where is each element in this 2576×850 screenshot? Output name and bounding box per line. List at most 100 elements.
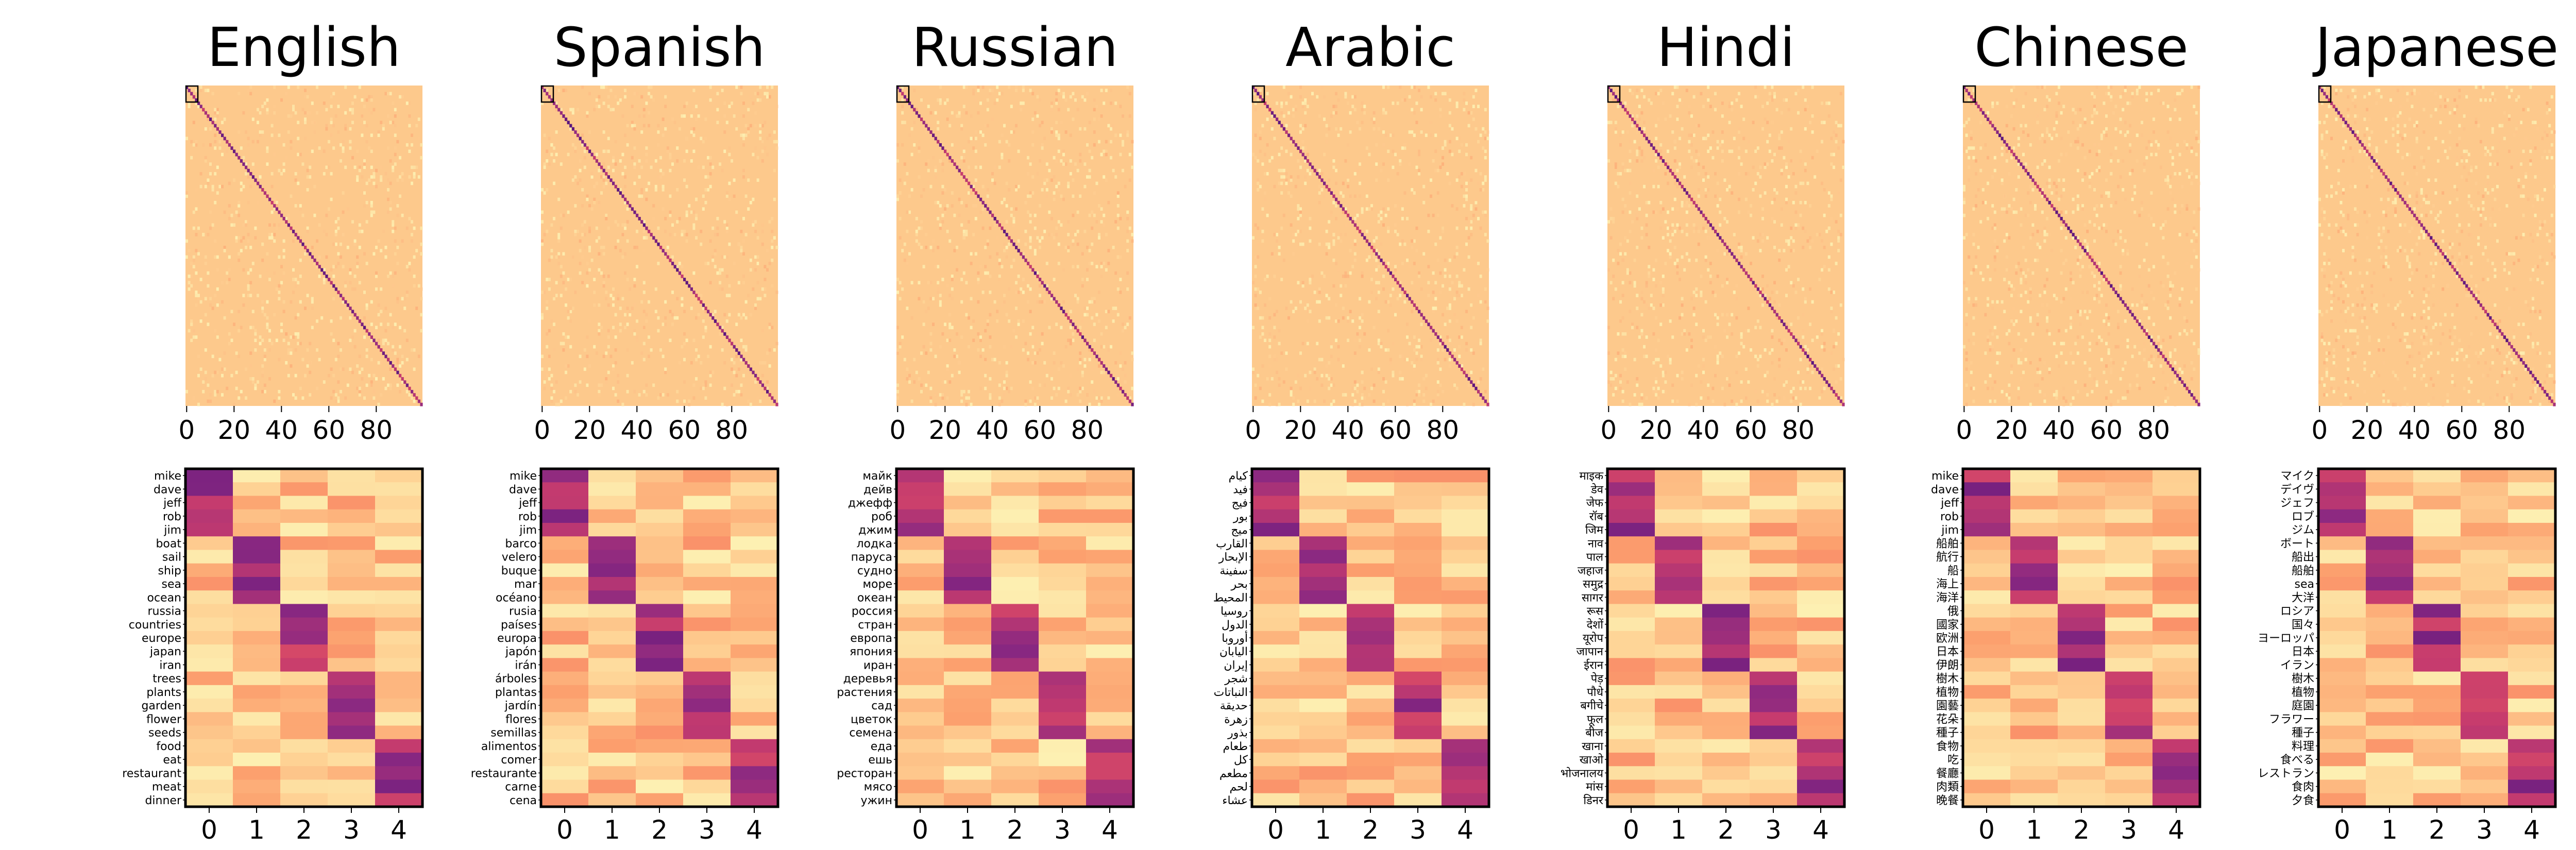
- word-label: flores: [505, 713, 537, 726]
- heatmap-cell: [2153, 617, 2200, 632]
- heatmap-cell: [944, 563, 992, 577]
- heatmap-cell: [280, 725, 328, 740]
- heatmap-cell: [2413, 563, 2461, 577]
- heatmap-cell: [896, 658, 944, 672]
- heatmap-cell: [1655, 482, 1703, 496]
- word-label: деревья: [843, 673, 892, 686]
- heatmap-cell: [1252, 658, 1300, 672]
- word-label: 国々: [2292, 619, 2314, 632]
- heatmap-cell: [588, 617, 636, 632]
- heatmap-cell: [233, 496, 281, 510]
- word-label: كيام: [1229, 470, 1248, 483]
- heatmap-cell: [1252, 699, 1300, 712]
- heatmap-cell: [280, 644, 328, 658]
- heatmap-cell: [2153, 793, 2200, 807]
- heatmap-cell: [1394, 563, 1442, 577]
- heatmap-cell: [2508, 699, 2556, 712]
- word-label: सागर: [1582, 591, 1604, 604]
- word-label: 船: [1947, 565, 1959, 577]
- word-label: rob: [1940, 511, 1959, 523]
- word-label: 樹木: [2292, 673, 2314, 686]
- x-tick-label: 40: [620, 415, 653, 445]
- word-label: еда: [871, 740, 892, 753]
- heatmap-cell: [1750, 482, 1798, 496]
- x-tick-label: 3: [699, 815, 715, 845]
- heatmap-cell: [1086, 644, 1134, 658]
- word-label: 餐廳: [1936, 767, 1959, 780]
- word-label: ocean: [147, 591, 181, 604]
- heatmap-cell: [1039, 753, 1087, 767]
- heatmap-cell: [2105, 793, 2153, 807]
- heatmap-cell: [2413, 644, 2461, 658]
- word-label: barco: [505, 537, 537, 550]
- heatmap-cell: [2010, 739, 2058, 753]
- word-label: रॉब: [1589, 510, 1604, 523]
- word-label: 料理: [2292, 740, 2314, 753]
- heatmap-cell: [2413, 712, 2461, 726]
- heatmap-cell: [2010, 509, 2058, 523]
- heatmap-cell: [375, 469, 423, 483]
- heatmap-cell: [2105, 631, 2153, 645]
- heatmap-cell: [375, 793, 423, 807]
- heatmap-cell: [1607, 509, 1655, 523]
- heatmap-cell: [636, 671, 684, 686]
- heatmap-cell: [185, 725, 233, 740]
- heatmap-cell: [1252, 766, 1300, 780]
- heatmap-cell: [541, 739, 589, 753]
- heatmap-cell: [588, 604, 636, 618]
- heatmap-cell: [2461, 604, 2509, 618]
- heatmap-cell: [185, 590, 233, 604]
- heatmap-cell: [1963, 563, 2011, 577]
- heatmap-cell: [185, 469, 233, 483]
- x-tick-label: 20: [1995, 415, 2028, 445]
- heatmap-cell: [2105, 509, 2153, 523]
- x-tick-label: 20: [2350, 415, 2383, 445]
- heatmap-cell: [1655, 685, 1703, 699]
- heatmap-cell: [2318, 522, 2366, 537]
- heatmap-cell: [1797, 482, 1845, 496]
- word-label: flower: [146, 713, 182, 726]
- heatmap-cell: [683, 739, 731, 753]
- heatmap-cell: [2153, 712, 2200, 726]
- heatmap-cell: [1394, 671, 1442, 686]
- heatmap-cell: [683, 590, 731, 604]
- heatmap-cell: [1252, 753, 1300, 767]
- heatmap-cell: [2058, 658, 2106, 672]
- heatmap-cell: [588, 590, 636, 604]
- heatmap-cell: [280, 779, 328, 794]
- heatmap-cell: [2153, 766, 2200, 780]
- heatmap-cell: [2461, 739, 2509, 753]
- x-tick-label: 40: [2042, 415, 2075, 445]
- panel-title: Japanese: [2312, 16, 2558, 79]
- heatmap-cell: [2461, 509, 2509, 523]
- heatmap-cell: [2058, 550, 2106, 564]
- heatmap-cell: [1086, 469, 1134, 483]
- heatmap-cell: [1797, 604, 1845, 618]
- word-label: europa: [497, 632, 537, 645]
- heatmap-cell: [1299, 753, 1347, 767]
- heatmap-cell: [1299, 685, 1347, 699]
- heatmap-cell: [2058, 509, 2106, 523]
- heatmap-cell: [1963, 644, 2011, 658]
- heatmap-cell: [944, 739, 992, 753]
- heatmap-cell: [328, 793, 376, 807]
- word-label: المحيط: [1213, 591, 1248, 604]
- heatmap-cell: [1797, 522, 1845, 537]
- heatmap-cell: [636, 496, 684, 510]
- heatmap-cell: [328, 522, 376, 537]
- heatmap-cell: [1442, 712, 1489, 726]
- heatmap-cell: [1655, 522, 1703, 537]
- heatmap-cell: [1655, 658, 1703, 672]
- word-label: 庭園: [2292, 700, 2314, 712]
- heatmap-cell: [896, 779, 944, 794]
- heatmap-cell: [185, 671, 233, 686]
- heatmap-cell: [1347, 631, 1395, 645]
- heatmap-cell: [2413, 631, 2461, 645]
- word-label: यूरोप: [1583, 632, 1603, 645]
- heatmap-cell: [328, 576, 376, 591]
- heatmap-cell: [2508, 631, 2556, 645]
- heatmap-cell: [1086, 671, 1134, 686]
- heatmap-cell: [2508, 522, 2556, 537]
- word-label: 植物: [2292, 686, 2314, 699]
- heatmap-cell: [1347, 482, 1395, 496]
